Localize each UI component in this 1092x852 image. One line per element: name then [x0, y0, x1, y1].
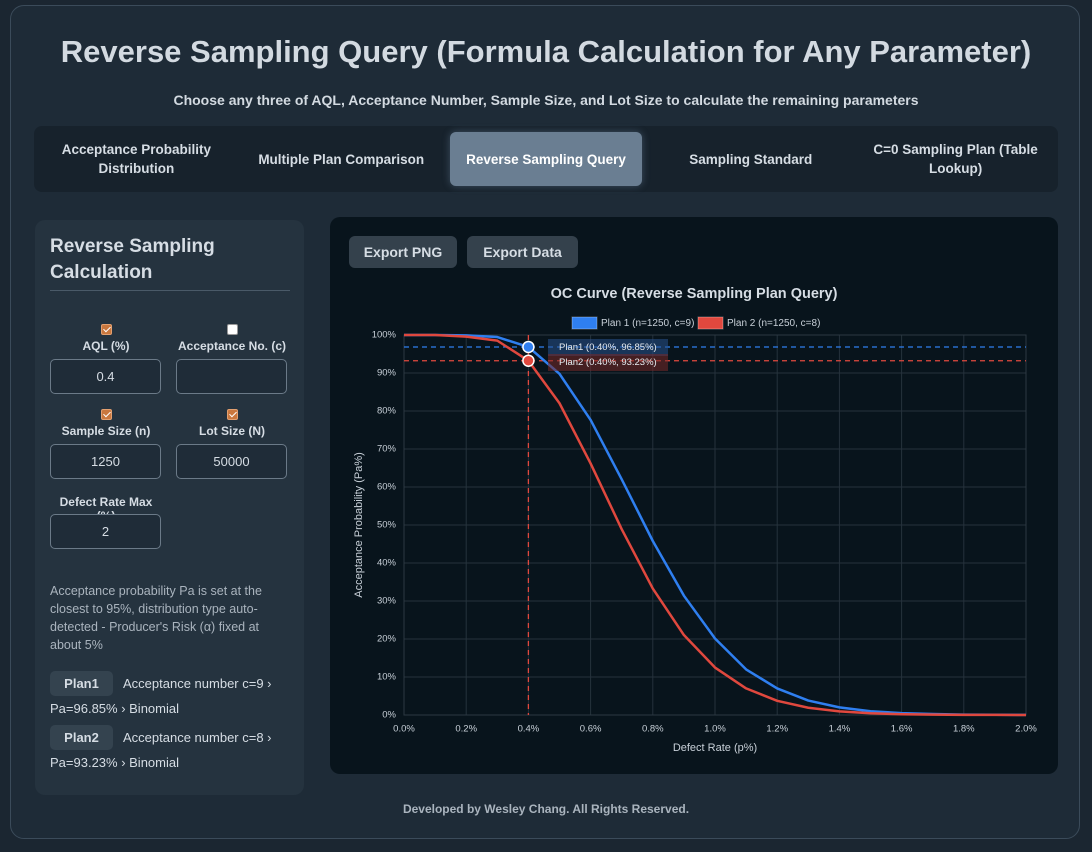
export-data-button[interactable]: Export Data [467, 236, 578, 268]
plot-frame [403, 334, 1027, 716]
result-row: Plan2 Acceptance number c=8 › Pa=93.23% ›… [50, 725, 282, 775]
x-tick-label: 0.4% [518, 724, 540, 735]
field-label: Acceptance No. (c) [177, 339, 287, 353]
y-tick-label: 30% [377, 596, 397, 607]
legend-label: Plan 1 (n=1250, c=9) [601, 318, 694, 329]
annotation-box [548, 339, 668, 356]
x-tick-label: 1.2% [766, 724, 788, 735]
chart-title: OC Curve (Reverse Sampling Plan Query) [551, 286, 838, 302]
y-tick-label: 60% [377, 482, 397, 493]
text-input[interactable] [176, 359, 287, 394]
page-subtitle: Choose any three of AQL, Acceptance Numb… [173, 92, 919, 108]
x-axis-label: Defect Rate (p%) [673, 742, 757, 754]
x-tick-label: 1.0% [704, 724, 726, 735]
checkbox[interactable] [101, 324, 112, 335]
y-tick-label: 100% [372, 330, 397, 341]
checkbox[interactable] [227, 324, 238, 335]
chart: OC Curve (Reverse Sampling Plan Query) Pl… [353, 286, 1037, 754]
marker [522, 354, 535, 367]
chart-panel: Export PNG Export Data OC Curve (Reverse… [330, 217, 1058, 774]
tab-bar: Acceptance Probability Distribution Multi… [34, 126, 1058, 192]
x-tick-label: 0.2% [455, 724, 477, 735]
plan-badge: Plan1 [50, 671, 113, 696]
field-label: AQL (%) [82, 339, 130, 353]
plan-badge: Plan2 [50, 725, 113, 750]
x-tick-label: 0.6% [580, 724, 602, 735]
footer: Developed by Wesley Chang. All Rights Re… [402, 802, 690, 816]
tab[interactable]: Multiple Plan Comparison [258, 151, 425, 167]
legend-swatch [697, 316, 724, 330]
y-tick-label: 50% [377, 520, 397, 531]
y-tick-label: 10% [377, 672, 397, 683]
y-axis-label: Acceptance Probability (Pa%) [353, 452, 365, 598]
y-tick-label: 70% [377, 444, 397, 455]
field-label: Lot Size (N) [199, 424, 265, 438]
series-line [404, 333, 1027, 717]
note: Acceptance probability Pa is set at the … [50, 584, 262, 652]
form-panel: Reverse Sampling Calculation AQL (%) 0.4 A… [35, 220, 304, 795]
x-tick-label: 2.0% [1015, 724, 1037, 735]
text-input[interactable]: 0.4 [50, 359, 161, 394]
y-tick-label: 40% [377, 558, 397, 569]
text-input[interactable]: 2 [50, 514, 161, 549]
annotation: Plan1 (0.40%, 96.85%) [559, 342, 657, 353]
x-tick-label: 1.4% [829, 724, 851, 735]
field-label: Sample Size (n) [61, 424, 151, 438]
text-input[interactable]: 1250 [50, 444, 161, 479]
y-tick-label: 0% [382, 710, 396, 721]
export-png-button[interactable]: Export PNG [349, 236, 457, 268]
result-text: Acceptance number c=8 › Pa=93.23% › Bino… [50, 730, 272, 770]
y-tick-label: 20% [377, 634, 397, 645]
tab[interactable]: Acceptance Probability Distribution [61, 142, 212, 176]
text-input[interactable]: 50000 [176, 444, 287, 479]
tab[interactable]: C=0 Sampling Plan (Table Lookup) [873, 142, 1038, 176]
series-line [404, 333, 1027, 717]
result-row: Plan1 Acceptance number c=9 › Pa=96.85% ›… [50, 671, 282, 721]
x-tick-label: 0.0% [393, 724, 415, 735]
page-title: Reverse Sampling Query (Formula Calculat… [60, 34, 1032, 69]
legend-label: Plan 2 (n=1250, c=8) [727, 318, 820, 329]
x-tick-label: 0.8% [642, 724, 664, 735]
tab[interactable]: Sampling Standard [689, 151, 813, 167]
annotation: Plan2 (0.40%, 93.23%) [559, 357, 657, 368]
x-tick-label: 1.8% [953, 724, 975, 735]
marker [522, 340, 535, 354]
checkbox[interactable] [101, 409, 112, 420]
annotation-box [548, 354, 668, 371]
legend-swatch [571, 316, 598, 330]
y-tick-label: 90% [377, 368, 397, 379]
checkbox[interactable] [227, 409, 238, 420]
y-tick-label: 80% [377, 406, 397, 417]
tab[interactable]: Reverse Sampling Query [449, 132, 643, 186]
result-text: Acceptance number c=9 › Pa=96.85% › Bino… [50, 676, 272, 716]
x-tick-label: 1.6% [891, 724, 913, 735]
form-title: Reverse Sampling Calculation [50, 234, 290, 291]
